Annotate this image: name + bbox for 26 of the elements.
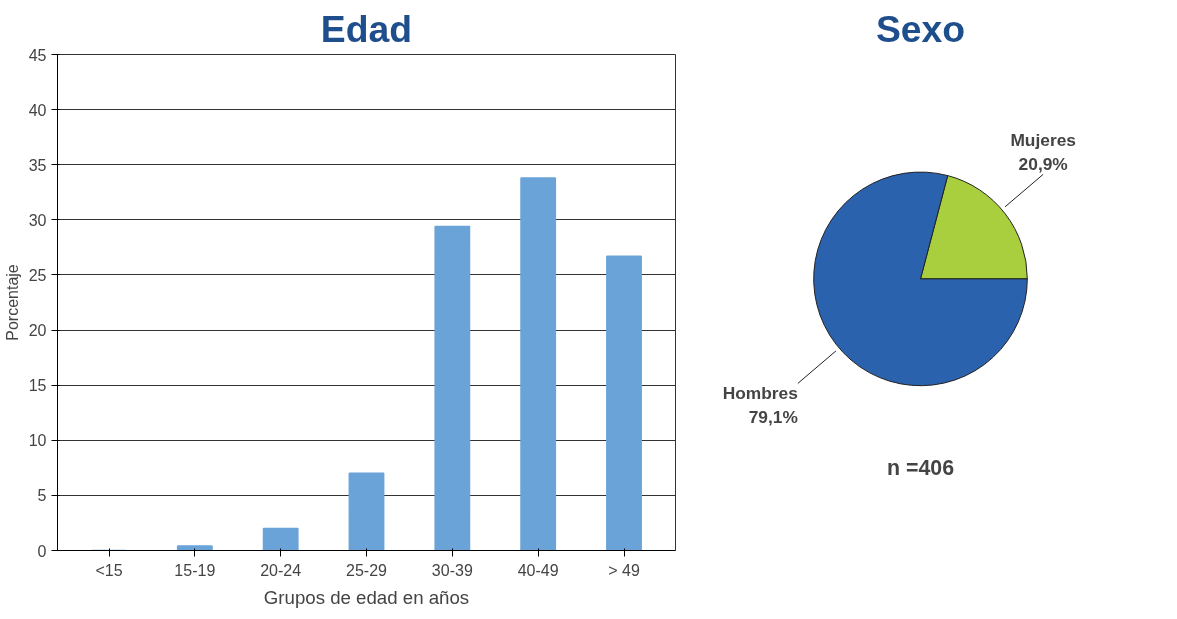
data-label: 20,9% [1018,154,1068,175]
x-tick-label: 40-49 [517,561,559,579]
chart-title: Sexo [875,7,966,50]
x-tick-label: 15-19 [174,561,216,579]
x-tick-label: 25-29 [346,561,388,579]
x-tick-label: > 49 [608,561,640,579]
x-axis-title: Grupos de edad en años [263,586,470,608]
x-tick-label: 30-39 [431,561,473,579]
y-tick-label: 25 [28,266,47,284]
y-axis-title: Porcentaje [3,264,21,341]
y-tick-label: 15 [28,377,47,395]
y-tick-label: 40 [28,101,47,119]
y-tick-label: 5 [37,487,47,505]
x-tick-label: <15 [95,561,123,579]
slice-label: Hombres [722,383,798,404]
y-tick-label: 10 [28,432,47,450]
x-tick-label: 20-24 [260,561,302,579]
chart-title: Edad [320,7,413,50]
y-tick-label: 35 [28,156,47,174]
slice-label: Mujeres [1010,130,1076,151]
y-tick-label: 30 [28,211,47,229]
text: n =406 [887,455,955,480]
y-tick-label: 45 [28,46,47,64]
data-label: 79,1% [748,407,798,428]
y-tick-label: 20 [28,322,47,340]
y-tick-label: 0 [37,542,47,560]
